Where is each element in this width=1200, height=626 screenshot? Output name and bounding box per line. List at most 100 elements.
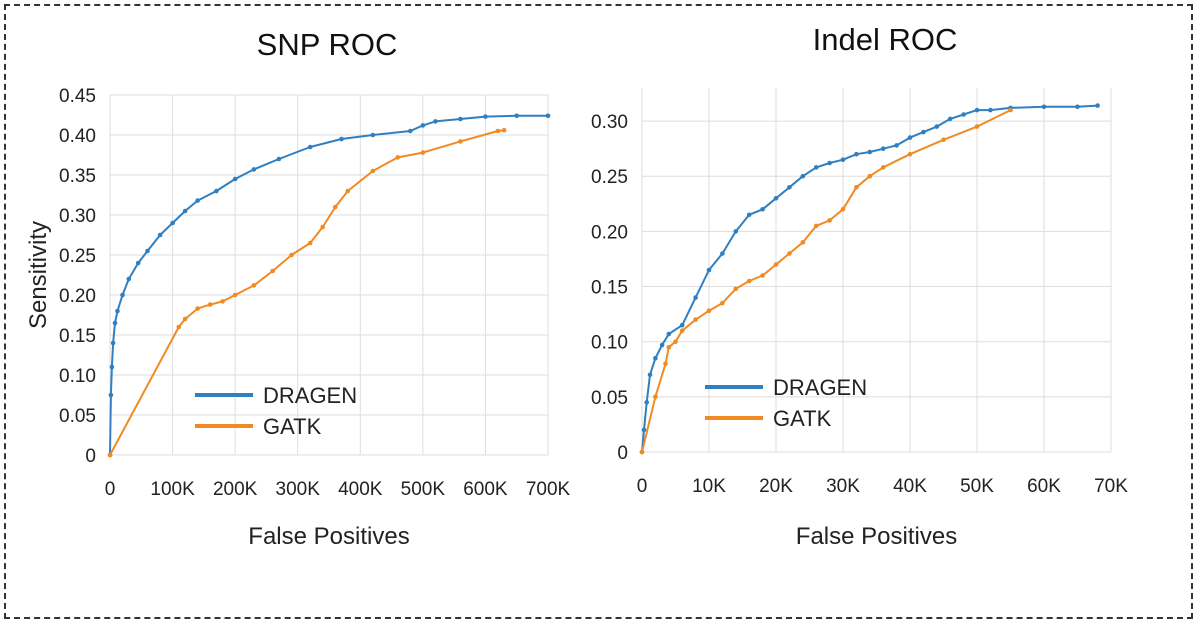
figure-frame <box>4 4 1193 619</box>
data-point-dragen <box>644 400 649 405</box>
x-tick-label: 0 <box>105 479 116 500</box>
data-point-gatk <box>760 273 765 278</box>
data-point-dragen <box>773 196 779 201</box>
x-tick-label: 600K <box>463 479 508 500</box>
data-point-gatk <box>207 302 213 307</box>
data-point-gatk <box>867 173 873 179</box>
data-point-gatk <box>733 286 739 292</box>
data-point-dragen <box>433 119 438 124</box>
snp-roc-chart: SNP ROC 0 100K 200K 300K 400K 500K 600K 700K 0 0.0… <box>25 27 571 550</box>
data-point-dragen <box>1041 104 1047 110</box>
y-tick-label: 0.35 <box>59 166 96 187</box>
data-point-dragen <box>115 308 120 314</box>
data-point-dragen <box>827 160 832 166</box>
y-tick-label: 0 <box>617 443 628 464</box>
data-point-gatk <box>706 308 712 314</box>
data-point-dragen <box>934 124 940 129</box>
legend-label-gatk: GATK <box>263 414 322 439</box>
legend-label-dragen: DRAGEN <box>263 383 357 408</box>
data-point-dragen <box>108 392 114 398</box>
data-point-dragen <box>170 220 175 226</box>
data-point-dragen <box>746 212 752 218</box>
data-point-gatk <box>880 165 886 170</box>
data-point-dragen <box>458 116 463 122</box>
y-axis-label: Sensitivity <box>25 221 52 329</box>
data-point-gatk <box>653 394 658 400</box>
x-tick-label: 0 <box>637 476 648 497</box>
data-point-gatk <box>107 452 113 458</box>
data-point-gatk <box>232 292 238 298</box>
data-point-gatk <box>663 361 668 367</box>
data-point-dragen <box>921 129 926 135</box>
x-tick-label: 70K <box>1094 476 1128 497</box>
data-point-dragen <box>641 427 647 433</box>
data-point-dragen <box>483 114 488 119</box>
x-tick-label: 200K <box>213 479 258 500</box>
data-point-gatk <box>827 218 832 223</box>
data-point-gatk <box>370 168 376 174</box>
data-point-dragen <box>110 340 116 346</box>
data-point-gatk <box>673 339 678 345</box>
data-point-dragen <box>840 157 846 162</box>
y-tick-label: 0.05 <box>59 406 96 427</box>
data-point-gatk <box>320 224 326 230</box>
data-point-dragen <box>408 128 413 134</box>
data-point-dragen <box>907 135 913 140</box>
data-point-dragen <box>370 132 376 138</box>
data-point-gatk <box>907 151 913 157</box>
data-point-gatk <box>333 204 338 210</box>
data-point-gatk <box>458 139 463 144</box>
snp-roc-panel: SNP ROC 0 100K 200K 300K 400K 500K 600K 700K 0 0.0… <box>25 27 571 550</box>
data-point-gatk <box>639 449 645 455</box>
data-point-gatk <box>501 127 507 133</box>
data-point-dragen <box>880 146 886 151</box>
x-tick-label: 40K <box>893 476 927 497</box>
data-point-dragen <box>157 232 163 238</box>
x-tick-label: 50K <box>960 476 994 497</box>
data-point-dragen <box>109 364 115 370</box>
data-point-gatk <box>420 150 426 155</box>
data-point-dragen <box>135 260 141 266</box>
chart-title: Indel ROC <box>813 22 958 57</box>
data-point-dragen <box>126 276 132 282</box>
x-tick-label: 500K <box>401 479 446 500</box>
y-tick-label: 0.10 <box>591 333 628 354</box>
data-point-gatk <box>800 240 806 245</box>
indel-roc-chart: Indel ROC 0 10K 20K 30K 40K 50K 60K 70K 0 0.05 0.10… <box>591 22 1128 550</box>
data-point-gatk <box>251 283 257 288</box>
x-tick-label: 20K <box>759 476 793 497</box>
data-point-gatk <box>1008 107 1013 113</box>
data-point-dragen <box>974 107 980 113</box>
data-point-gatk <box>746 278 752 284</box>
y-tick-label: 0.25 <box>59 246 96 267</box>
x-tick-label: 30K <box>826 476 860 497</box>
data-point-dragen <box>947 116 953 122</box>
data-point-gatk <box>787 251 792 256</box>
y-tick-label: 0.25 <box>591 167 628 188</box>
data-point-dragen <box>988 107 993 113</box>
data-point-dragen <box>182 208 188 214</box>
data-point-dragen <box>867 149 873 155</box>
y-tick-label: 0.30 <box>59 206 96 227</box>
series-line-gatk <box>641 109 1011 453</box>
data-point-dragen <box>195 198 200 203</box>
data-point-gatk <box>666 344 672 350</box>
data-point-gatk <box>345 188 351 194</box>
data-point-dragen <box>854 151 859 157</box>
data-point-dragen <box>251 167 257 172</box>
y-tick-label: 0.40 <box>59 126 96 147</box>
y-tick-label: 0.15 <box>59 326 96 347</box>
data-point-dragen <box>693 295 698 300</box>
data-point-gatk <box>693 317 698 322</box>
x-tick-label: 100K <box>150 479 195 500</box>
data-point-dragen <box>514 113 519 119</box>
data-point-dragen <box>1075 104 1080 110</box>
data-point-dragen <box>733 229 739 234</box>
data-point-gatk <box>220 299 225 304</box>
data-point-dragen <box>112 320 118 326</box>
data-point-gatk <box>495 128 501 134</box>
x-tick-label: 700K <box>526 479 571 500</box>
data-point-gatk <box>182 316 188 322</box>
data-point-gatk <box>974 124 980 129</box>
data-point-dragen <box>894 143 899 148</box>
